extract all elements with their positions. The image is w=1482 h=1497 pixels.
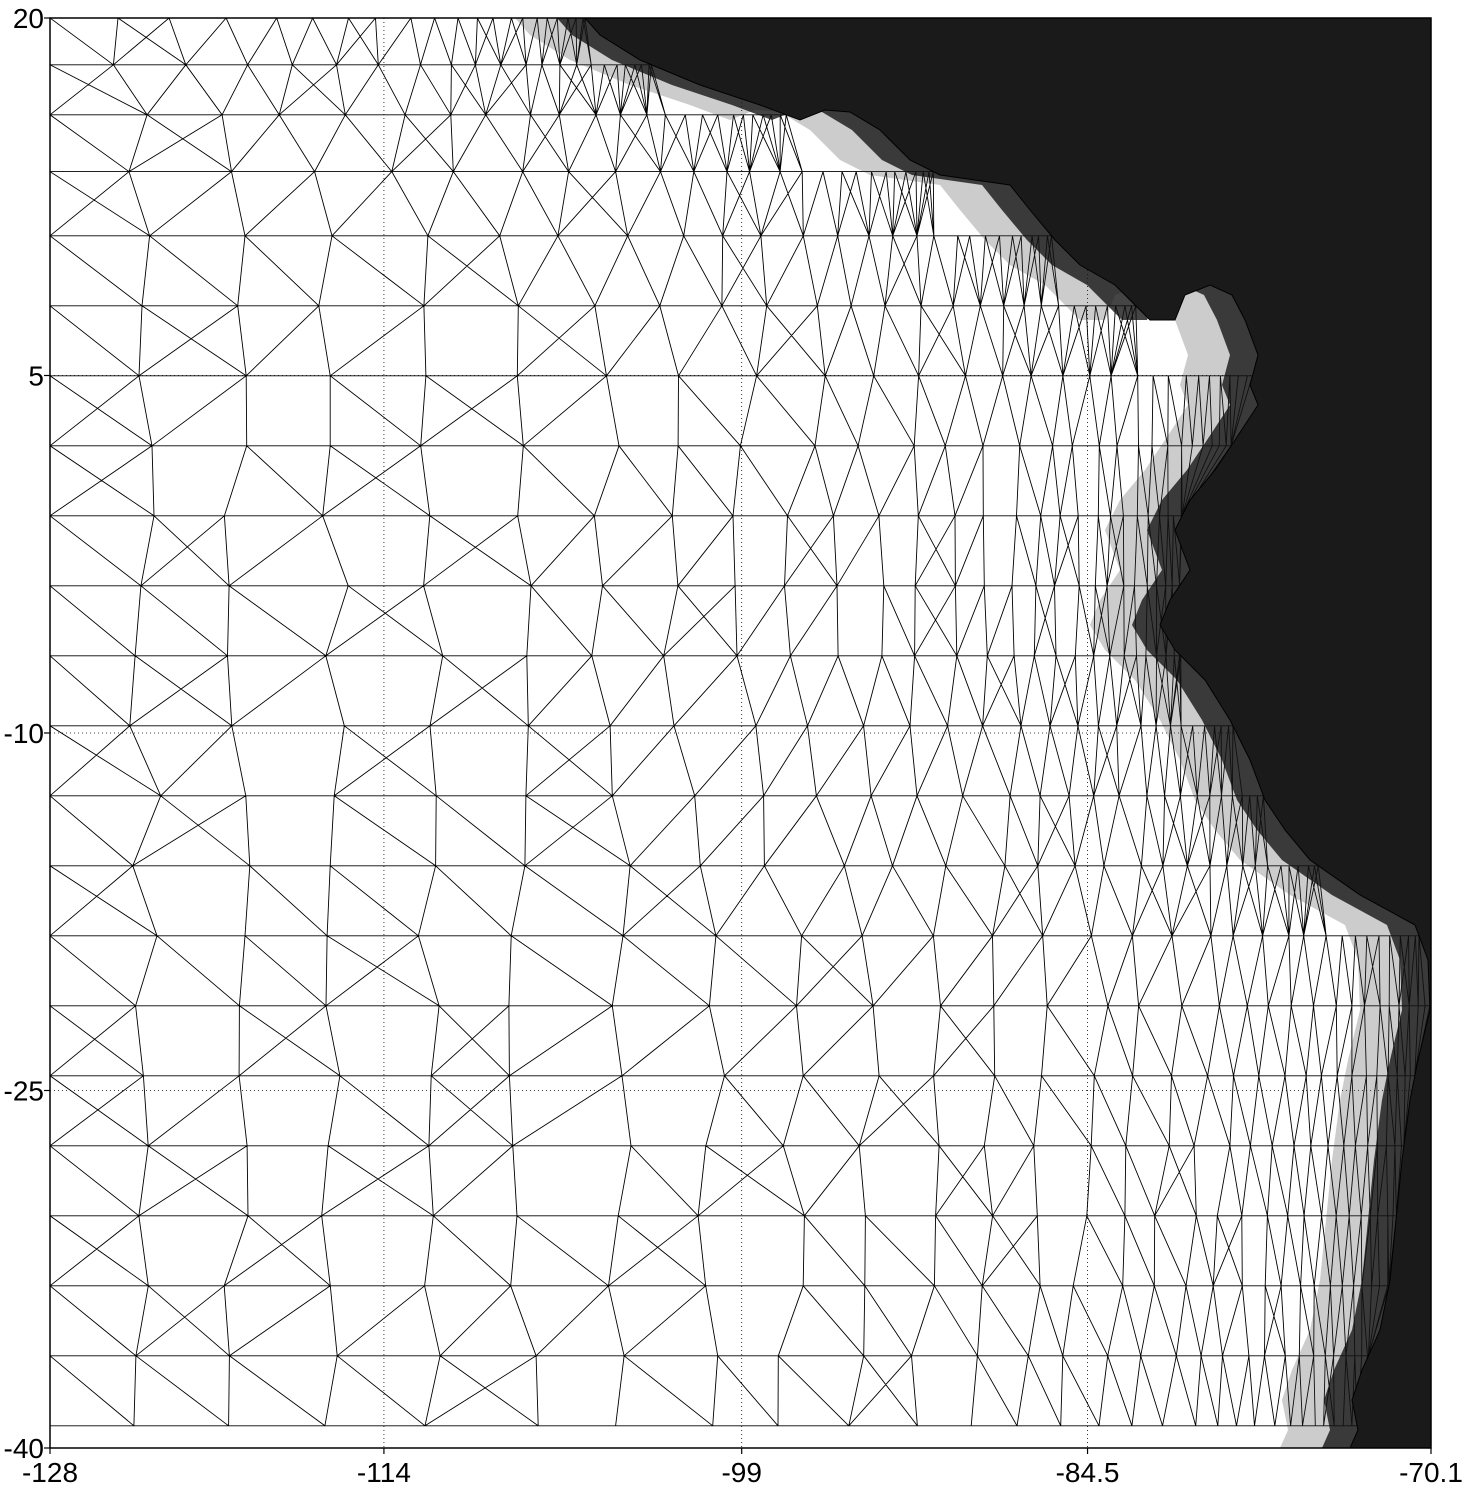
- coastline-dense-mesh: [584, 18, 1431, 1448]
- triangular-mesh: [50, 18, 1431, 1448]
- y-tick-label: -25: [4, 1076, 44, 1107]
- y-axis-ticks: 20 5 -10 -25 -40: [4, 3, 50, 1464]
- x-tick-label: -99: [721, 1457, 761, 1488]
- x-tick-label: -128: [22, 1457, 78, 1488]
- y-tick-label: 5: [28, 361, 44, 392]
- coastal-transition-band: [515, 18, 1430, 1448]
- x-tick-label: -70.1: [1399, 1457, 1463, 1488]
- y-tick-label: 20: [13, 3, 44, 34]
- x-tick-label: -114: [357, 1457, 411, 1488]
- x-axis-ticks: -128 -114 -99 -84.5 -70.1: [22, 1448, 1463, 1488]
- mesh-edges: [50, 18, 1431, 1427]
- y-tick-label: -40: [4, 1433, 44, 1464]
- y-tick-label: -10: [4, 718, 44, 749]
- x-tick-label: -84.5: [1056, 1457, 1120, 1488]
